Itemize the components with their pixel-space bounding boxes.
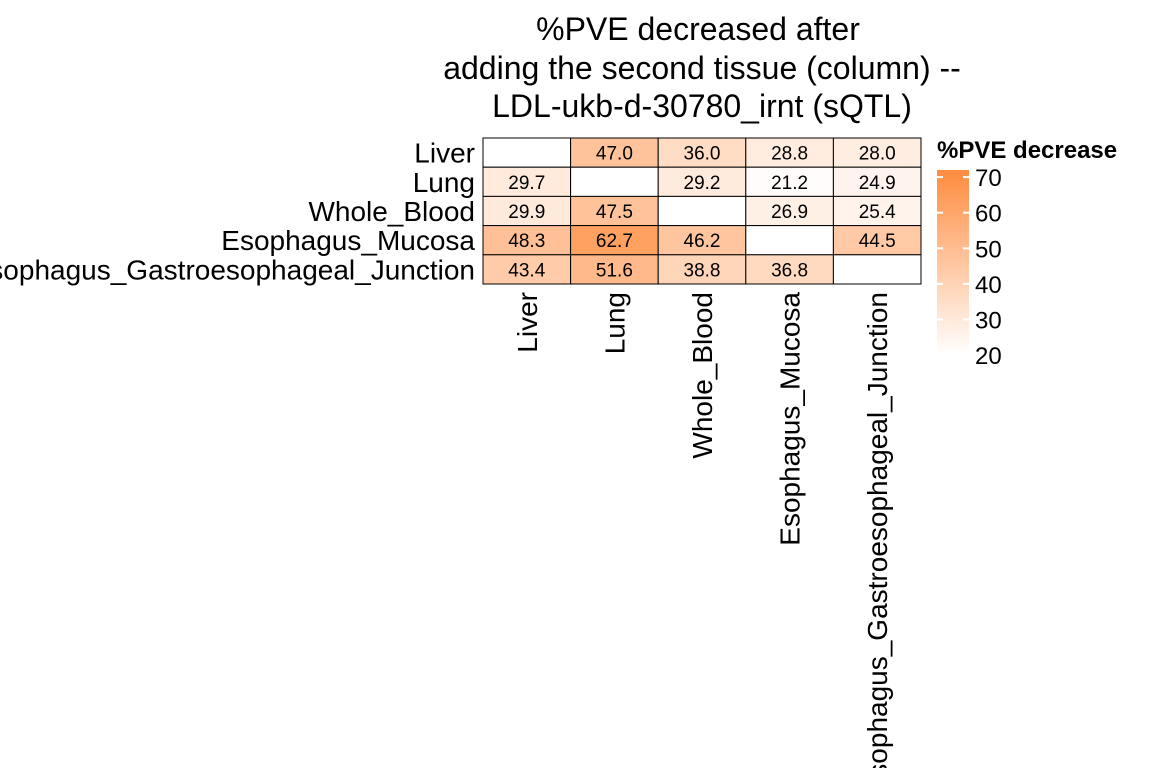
legend-tick-label: 20 <box>975 343 1002 370</box>
heatmap-cell <box>657 195 747 227</box>
cell-value-label: 62.7 <box>596 231 633 252</box>
column-label: Lung <box>599 292 630 354</box>
heatmap-cell <box>832 195 922 227</box>
row-label: Esophagus_Gastroesophageal_Junction <box>0 254 475 285</box>
heatmap-cell <box>570 195 659 227</box>
legend-tick-label: 60 <box>975 201 1002 228</box>
heatmap-cell <box>570 254 659 285</box>
cell-value-label: 21.2 <box>771 173 808 194</box>
column-label: Esophagus_Gastroesophageal_Junction <box>862 292 893 768</box>
cell-value-label: 44.5 <box>859 231 896 252</box>
legend-tick-label: 50 <box>975 236 1002 263</box>
cell-value-label: 48.3 <box>508 231 545 252</box>
cell-value-label: 47.5 <box>596 202 633 223</box>
heatmap-cell <box>570 137 659 168</box>
cell-value-label: 46.2 <box>684 231 721 252</box>
cell-value-label: 47.0 <box>596 144 633 165</box>
row-label: Whole_Blood <box>308 196 475 227</box>
heatmap-cell <box>832 137 922 168</box>
cell-value-label: 28.8 <box>771 144 808 165</box>
row-label: Liver <box>414 138 475 169</box>
heatmap-cell <box>482 254 572 285</box>
legend-tick-label: 30 <box>975 307 1002 334</box>
color-legend: %PVE decrease 70 60 50 40 30 20 <box>937 137 1117 370</box>
row-labels: LiverLungWhole_BloodEsophagus_MucosaEsop… <box>0 138 475 286</box>
column-label: Whole_Blood <box>687 292 718 459</box>
heatmap-cell <box>832 166 922 197</box>
heatmap-cell <box>745 254 834 285</box>
legend-tick-label: 40 <box>975 272 1002 299</box>
cell-value-label: 25.4 <box>859 202 896 223</box>
cell-value-label: 29.7 <box>508 173 545 194</box>
legend-color-bar <box>937 170 969 355</box>
column-label: Esophagus_Mucosa <box>775 292 806 546</box>
cell-value-label: 26.9 <box>771 202 808 223</box>
legend-title: %PVE decrease <box>937 137 1117 164</box>
cell-value-label: 24.9 <box>859 173 896 194</box>
heatmap-cell <box>570 166 659 197</box>
heatmap-cell <box>657 254 747 285</box>
cell-value-label: 51.6 <box>596 260 633 281</box>
heatmap-cell <box>570 225 659 256</box>
cell-value-label: 29.9 <box>508 202 545 223</box>
cell-value-label: 28.0 <box>859 144 896 165</box>
heatmap-cells: 47.0 36.0 28.8 28.0 29.7 29.2 21.2 24.9 29.9 47.5… <box>482 137 922 285</box>
row-label: Esophagus_Mucosa <box>221 225 475 256</box>
heatmap-cell <box>745 225 834 256</box>
heatmap-cell <box>657 166 747 197</box>
column-labels: Liver Lung Whole_Blood Esophagus_Mucosa Esop… <box>512 292 893 768</box>
cell-value-label: 36.0 <box>684 144 721 165</box>
heatmap-cell <box>657 137 747 168</box>
legend-tick-label: 70 <box>975 165 1002 192</box>
heatmap-cell <box>832 225 922 256</box>
cell-value-label: 29.2 <box>684 173 721 194</box>
heatmap-cell <box>832 254 922 285</box>
chart-title-line-3: LDL-ukb-d-30780_irnt (sQTL) <box>492 88 912 124</box>
cell-value-label: 36.8 <box>771 260 808 281</box>
chart-title-line-2: adding the second tissue (column) -- <box>443 50 961 86</box>
cell-value-label: 43.4 <box>508 260 545 281</box>
chart-title: %PVE decreased after adding the second t… <box>443 11 961 124</box>
column-label: Liver <box>512 292 543 353</box>
heatmap-cell <box>482 137 572 168</box>
chart-title-line-1: %PVE decreased after <box>536 11 860 47</box>
cell-value-label: 38.8 <box>684 260 721 281</box>
row-label: Lung <box>413 167 475 198</box>
